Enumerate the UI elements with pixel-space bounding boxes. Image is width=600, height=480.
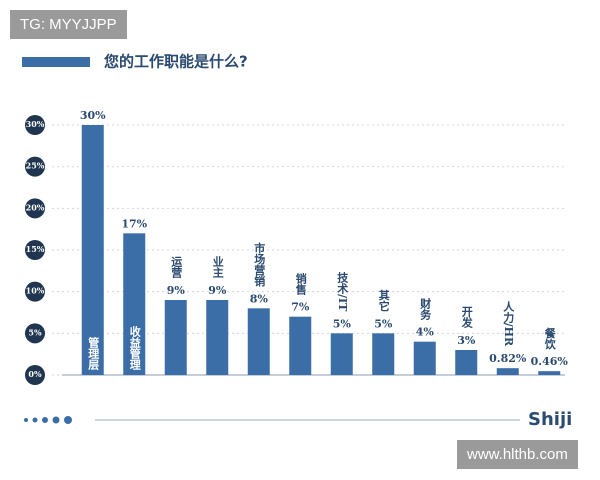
bar (496, 368, 519, 375)
bar (413, 341, 436, 375)
value-label: 5% (333, 317, 352, 330)
x-tick-label: 财务 (419, 296, 433, 320)
value-label: 4% (416, 326, 435, 339)
value-label: 3% (457, 334, 476, 347)
value-label: 0.82% (489, 352, 527, 365)
title-marker (22, 57, 90, 67)
x-tick-label: 管理层 (87, 336, 101, 371)
y-tick-label: 15% (26, 244, 45, 254)
x-tick-label: 收益管理 (128, 325, 141, 370)
x-tick-label: 开发 (460, 306, 474, 329)
footer-dots (24, 416, 72, 424)
y-tick-label: 0% (28, 369, 42, 379)
chart-title: 您的工作职能是什么? (103, 53, 248, 71)
x-tick-label: 其它 (377, 288, 390, 312)
value-label: 7% (291, 301, 310, 314)
logo: Shiji (528, 409, 572, 430)
value-label: 8% (250, 292, 269, 305)
y-tick-marker (25, 198, 45, 219)
bar (123, 233, 146, 375)
bar (455, 350, 478, 375)
y-tick-label: 25% (26, 161, 45, 171)
bar (81, 125, 104, 375)
x-tick-label: 业主 (211, 255, 224, 279)
bar (538, 371, 561, 375)
y-tick-label: 5% (28, 327, 42, 337)
y-tick-marker (25, 323, 45, 344)
bar (164, 300, 187, 375)
bar (330, 333, 353, 375)
y-tick-label: 10% (26, 286, 45, 296)
y-tick-marker (25, 240, 45, 260)
value-label: 9% (208, 284, 227, 297)
bar (372, 333, 395, 375)
watermark: TG: MYYJJPP (10, 10, 127, 39)
x-tick-label: 技术/IT (336, 271, 350, 312)
watermark: www.hlthb.com (457, 440, 578, 469)
y-tick-label: 30% (26, 119, 45, 129)
value-label: 9% (167, 284, 186, 297)
bar (247, 308, 270, 375)
value-label: 5% (374, 317, 393, 330)
x-tick-label: 餐饮 (543, 326, 557, 350)
bar (206, 300, 229, 375)
bar (289, 316, 312, 375)
x-tick-label: 市场营销 (253, 241, 266, 287)
value-label: 17% (121, 217, 147, 230)
y-tick-marker (25, 365, 45, 385)
x-tick-label: 人力/HR (502, 299, 515, 347)
y-tick-marker (25, 115, 45, 135)
y-tick-label: 20% (26, 202, 45, 212)
value-label: 0.46% (531, 355, 569, 368)
value-label: 30% (80, 109, 106, 122)
y-tick-marker (25, 156, 45, 177)
x-tick-label: 销售 (294, 271, 308, 295)
x-tick-label: 运营 (170, 256, 183, 279)
y-tick-marker (25, 281, 45, 302)
